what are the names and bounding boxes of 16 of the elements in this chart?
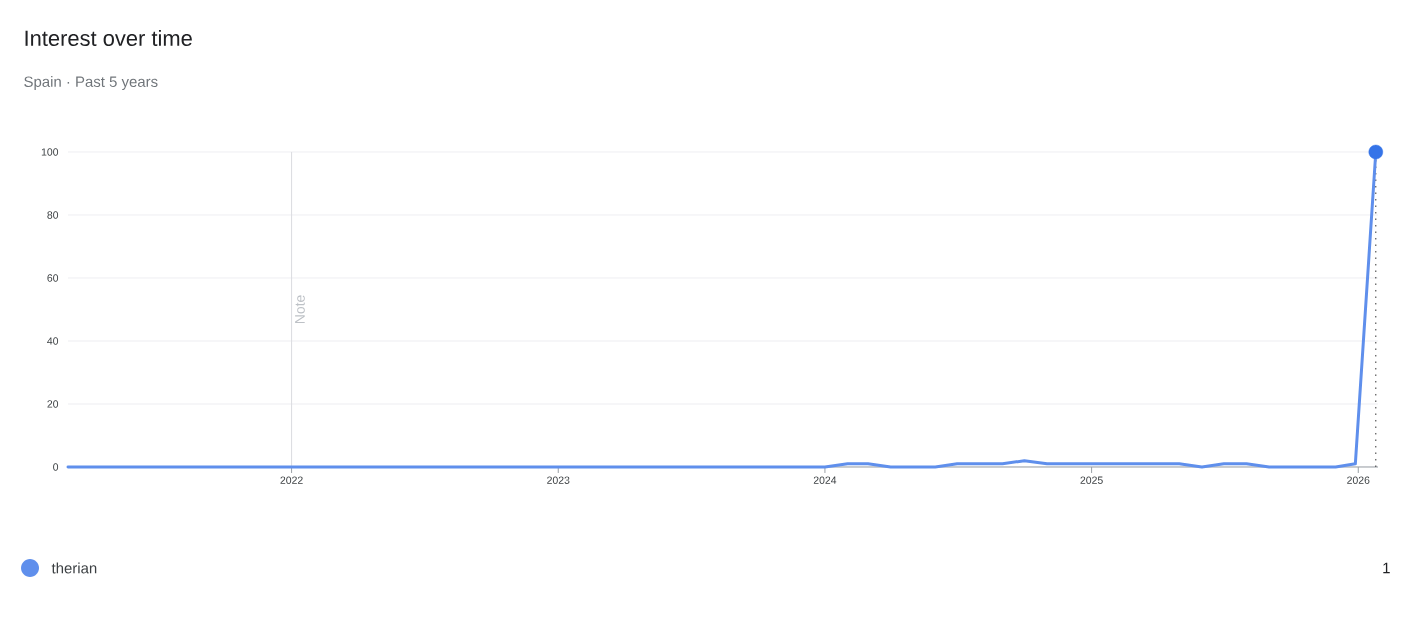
- y-tick-label: 0: [53, 463, 59, 471]
- legend-label: therian: [51, 562, 97, 574]
- y-tick-label: 60: [47, 274, 59, 282]
- text: 1: [1383, 562, 1390, 574]
- x-tick-label: 2024: [813, 476, 837, 484]
- x-tick-label: 2022: [280, 476, 303, 484]
- ref-line-label: Note: [295, 295, 305, 324]
- x-tick-label: 2026: [1347, 476, 1370, 484]
- y-tick-label: 40: [47, 337, 59, 345]
- x-tick-label: 2023: [547, 476, 570, 484]
- y-tick-label: 20: [47, 400, 59, 408]
- x-tick-label: 2025: [1080, 476, 1103, 484]
- chart-subtitle: Spain · Past 5 years: [24, 76, 158, 90]
- y-tick-label: 100: [41, 148, 59, 156]
- y-tick-label: 80: [47, 211, 59, 219]
- chart-title: Interest over time: [25, 29, 192, 47]
